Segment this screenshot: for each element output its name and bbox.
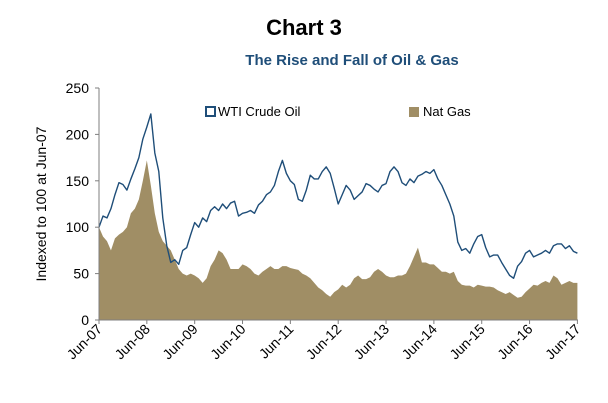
x-tick-label: Jun-09 xyxy=(159,321,201,363)
y-axis-label: Indexed to 100 at Jun-07 xyxy=(33,126,49,281)
y-tick-label: 200 xyxy=(66,126,90,142)
x-tick-label: Jun-16 xyxy=(494,321,536,363)
legend-swatch-nat-gas xyxy=(409,107,419,117)
legend-swatch-wti-crude-oil xyxy=(205,106,216,117)
chart-title: Chart 3 xyxy=(266,15,342,40)
y-tick-label: 50 xyxy=(73,266,89,282)
x-tick-label: Jun-10 xyxy=(207,321,249,363)
series-line-wti-crude-oil xyxy=(98,113,578,279)
x-tick-label: Jun-08 xyxy=(111,321,153,363)
y-tick-label: 250 xyxy=(66,80,90,96)
y-tick-label: 100 xyxy=(66,219,90,235)
x-tick-label: Jun-11 xyxy=(256,321,297,362)
y-tick-label: 150 xyxy=(66,173,90,189)
series-area-nat-gas xyxy=(99,160,578,320)
x-tick-label: Jun-12 xyxy=(303,321,345,363)
x-tick-label: Jun-15 xyxy=(446,321,488,363)
chart-subtitle: The Rise and Fall of Oil & Gas xyxy=(245,52,459,69)
x-tick-label: Jun-17 xyxy=(542,321,584,363)
x-tick-label: Jun-14 xyxy=(398,321,440,363)
legend-label-wti-crude-oil: WTI Crude Oil xyxy=(218,104,300,119)
y-tick-label: 0 xyxy=(81,312,89,328)
x-tick-label: Jun-13 xyxy=(351,321,393,363)
legend-label-nat-gas: Nat Gas xyxy=(423,104,471,119)
